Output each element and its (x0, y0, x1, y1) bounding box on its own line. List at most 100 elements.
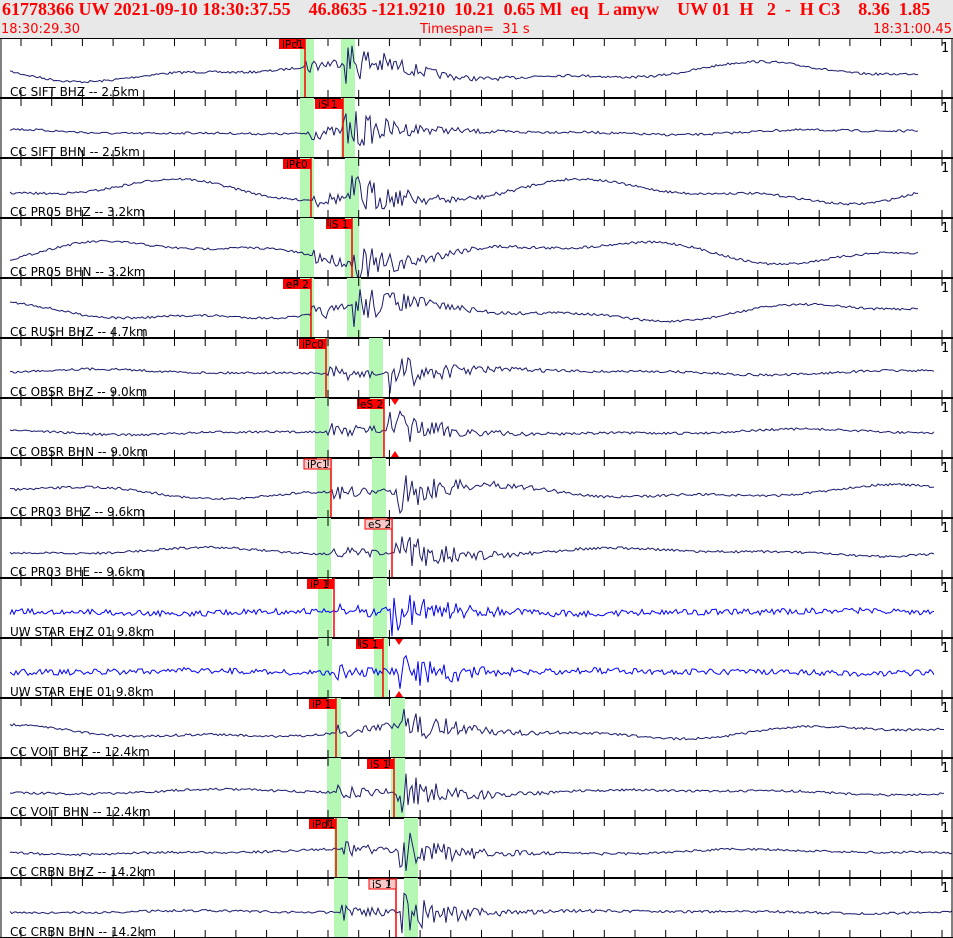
s-window (347, 278, 361, 338)
pick-label: iP 1 (312, 699, 331, 711)
waveform-trace (9, 773, 945, 813)
channel-label: CC OBSR BHN -- 9.0km (10, 445, 148, 459)
amplitude-label: 1 (941, 461, 949, 476)
s-window (373, 578, 387, 638)
amplitude-label: 1 (941, 821, 949, 836)
s-window (373, 518, 387, 578)
s-window (345, 158, 359, 218)
channel-label: CC PR05 BHZ -- 3.2km (10, 205, 145, 219)
s-window (341, 38, 355, 98)
p-window (315, 398, 329, 458)
event-header: 61778366 UW 2021-09-10 18:30:37.55 46.86… (0, 0, 953, 38)
coda-marker-icon (395, 639, 403, 645)
pick-label-box[interactable] (326, 219, 352, 229)
s-window (404, 878, 418, 938)
waveform-trace (9, 356, 935, 394)
pick-label-box[interactable] (368, 878, 397, 890)
amplitude-label: 1 (941, 341, 949, 356)
pick-label: iS 1 (359, 639, 379, 651)
amplitude-label: 1 (941, 41, 949, 56)
s-window (404, 818, 418, 878)
waveform-trace (9, 289, 919, 327)
channel-label: UW STAR EHE 01 9.8km (10, 685, 154, 699)
amplitude-label: 1 (941, 401, 949, 416)
channel-row[interactable]: iS 1 CC PR05 BHN -- 3.2km 1 (10, 218, 949, 279)
pick-label-box[interactable] (356, 639, 383, 649)
pick-label: eS 2 (368, 519, 391, 531)
s-window (369, 338, 383, 398)
waveform-trace (9, 708, 944, 741)
coda-marker-icon (391, 399, 399, 405)
pick-label-box[interactable] (364, 518, 393, 530)
end-time: 18:31:00.45 (872, 22, 952, 37)
p-window (317, 458, 331, 518)
waveform-trace (10, 239, 919, 279)
waveform-trace (9, 45, 919, 84)
amplitude-label: 1 (941, 581, 949, 596)
channel-row[interactable]: iS 1 CC CRBN BHN -- 14.2km 1 (9, 878, 953, 938)
pick-label-box[interactable] (279, 39, 305, 49)
amplitude-label: 1 (941, 281, 949, 296)
channel-row[interactable]: iS 1 CC VOIT BHN -- 12.4km 1 (9, 758, 949, 819)
pick-label-box[interactable] (299, 339, 326, 349)
event-title: 61778366 UW 2021-09-10 18:30:37.55 46.86… (2, 0, 931, 19)
waveform-trace (9, 175, 919, 210)
channel-row[interactable]: iPc1 CC PR03 BHZ -- 9.6km 1 (9, 458, 949, 519)
pick-label-box[interactable] (357, 399, 384, 409)
waveform-trace (9, 594, 935, 637)
waveform-trace (9, 475, 935, 515)
pick-label: eS 2 (360, 399, 383, 411)
pick-label-box[interactable] (309, 819, 336, 829)
channel-label: CC PR03 BHZ -- 9.6km (10, 505, 145, 519)
pick-label: iS 1 (329, 219, 349, 231)
pick-label-box[interactable] (309, 699, 336, 709)
channel-row[interactable]: iPc0 CC OBSR BHZ -- 9.0km 1 (9, 338, 949, 399)
channel-label: CC SIFT BHZ -- 2.5km (10, 85, 139, 99)
channel-row[interactable]: iP 1 CC VOIT BHZ -- 12.4km 1 (9, 698, 949, 759)
pick-label: iP 1 (310, 579, 329, 591)
channel-row[interactable]: eS 2 CC PR03 BHE -- 9.6km 1 (9, 518, 949, 579)
amplitude-label: 1 (941, 521, 949, 536)
amplitude-label: 1 (941, 761, 949, 776)
channel-label: CC VOIT BHN -- 12.4km (10, 805, 151, 819)
waveform-trace (9, 536, 935, 567)
amplitude-label: 1 (941, 881, 949, 896)
p-window (318, 578, 332, 638)
p-window (334, 818, 348, 878)
pick-label: iPc1 (282, 39, 304, 51)
waveform-trace (9, 892, 953, 934)
s-window (372, 458, 386, 518)
channel-row[interactable]: iS 1 UW STAR EHE 01 9.8km 1 (9, 638, 949, 699)
coda-marker-icon (391, 451, 399, 457)
pick-label-box[interactable] (303, 458, 332, 470)
waveform-trace (9, 111, 919, 147)
amplitude-label: 1 (941, 701, 949, 716)
channel-label: CC CRBN BHN -- 14.2km (10, 925, 156, 938)
seismogram-panel[interactable]: iPc1 CC SIFT BHZ -- 2.5km 1 iS 1 CC SIFT BHN… (0, 38, 953, 938)
pick-label: iPd1 (312, 819, 335, 831)
pick-label-box[interactable] (307, 579, 334, 589)
channel-row[interactable]: iPc1 CC SIFT BHZ -- 2.5km 1 (9, 38, 949, 99)
waveform-trace (9, 409, 935, 442)
coda-marker-icon (395, 691, 403, 697)
amplitude-label: 1 (941, 221, 949, 236)
amplitude-label: 1 (941, 641, 949, 656)
channel-label: CC PR03 BHE -- 9.6km (10, 565, 144, 579)
pick-label-box[interactable] (315, 99, 343, 109)
pick-label: iS 1 (372, 879, 392, 891)
pick-label: iS 1 (370, 759, 390, 771)
waveform-trace (9, 654, 935, 689)
pick-label-box[interactable] (367, 759, 394, 769)
p-window (327, 698, 341, 758)
s-window (370, 398, 384, 458)
s-window (374, 638, 388, 698)
p-window (300, 98, 314, 158)
p-window (327, 758, 341, 818)
channel-row[interactable]: eS 2 CC OBSR BHN -- 9.0km 1 (9, 398, 949, 459)
channel-label: CC RUSH BHZ -- 4.7km (10, 325, 148, 339)
